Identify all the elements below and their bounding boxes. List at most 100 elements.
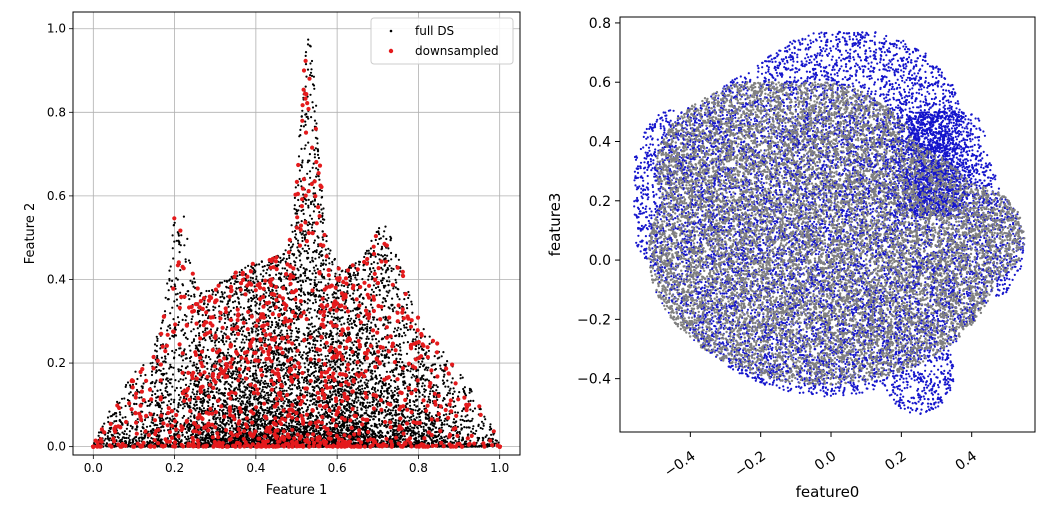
full-ds-point (428, 401, 432, 404)
full-ds-point (314, 394, 317, 397)
full-ds-point (439, 419, 443, 422)
full-ds-point (244, 279, 248, 282)
full-ds-point (361, 362, 364, 365)
full-ds-point (183, 395, 186, 398)
full-ds-point (310, 316, 313, 319)
full-ds-point (218, 408, 221, 411)
full-ds-point (312, 210, 315, 213)
full-ds-point (306, 354, 309, 357)
full-ds-point (208, 419, 211, 422)
full-ds-point (285, 366, 288, 369)
full-ds-point (255, 294, 258, 297)
full-ds-point (285, 397, 288, 401)
full-ds-point (389, 409, 392, 412)
full-ds-point (322, 238, 325, 241)
full-ds-point (266, 384, 269, 387)
full-ds-point (263, 411, 266, 414)
full-ds-point (369, 255, 372, 258)
full-ds-point (356, 289, 359, 292)
full-ds-point (120, 397, 124, 400)
full-ds-point (136, 418, 139, 421)
full-ds-point (285, 329, 289, 332)
full-ds-point (357, 381, 360, 384)
full-ds-point (396, 295, 399, 298)
full-ds-point (190, 420, 193, 423)
full-ds-point (470, 430, 473, 433)
full-ds-point (236, 370, 239, 373)
full-ds-point (311, 256, 314, 259)
full-ds-point (346, 321, 349, 324)
full-ds-point (130, 411, 133, 414)
full-ds-point (302, 411, 305, 414)
full-ds-point (217, 392, 220, 395)
full-ds-point (282, 253, 285, 256)
full-ds-point (106, 416, 110, 419)
full-ds-point (392, 330, 396, 333)
full-ds-point (361, 387, 364, 390)
full-ds-point (244, 389, 247, 392)
full-ds-point (345, 421, 348, 424)
full-ds-point (211, 293, 214, 296)
full-ds-point (311, 223, 314, 226)
full-ds-point (234, 398, 237, 401)
full-ds-point (218, 414, 221, 417)
full-ds-point (253, 398, 256, 401)
full-ds-point (340, 284, 343, 287)
full-ds-point (280, 426, 283, 430)
full-ds-point (169, 363, 172, 366)
full-ds-point (299, 180, 302, 183)
full-ds-point (135, 382, 138, 385)
full-ds-point (310, 217, 313, 220)
full-ds-point (238, 394, 241, 397)
full-ds-point (298, 353, 301, 356)
full-ds-point (225, 340, 228, 343)
full-ds-point (166, 282, 169, 285)
full-ds-point (428, 342, 431, 345)
full-ds-point (287, 386, 290, 389)
full-ds-point (255, 377, 258, 380)
full-ds-point (306, 256, 309, 259)
full-ds-point (140, 433, 143, 436)
full-ds-point (209, 358, 212, 361)
full-ds-point (145, 425, 149, 428)
full-ds-point (384, 271, 387, 274)
full-ds-point (367, 379, 370, 382)
full-ds-point (284, 341, 287, 344)
full-ds-point (318, 253, 321, 256)
full-ds-point (171, 373, 175, 376)
full-ds-point (291, 271, 294, 274)
full-ds-point (406, 432, 409, 435)
full-ds-point (368, 332, 371, 335)
full-ds-point (174, 334, 178, 337)
full-ds-point (355, 395, 358, 398)
full-ds-point (312, 241, 316, 244)
full-ds-point (264, 420, 267, 423)
full-ds-point (264, 282, 267, 285)
full-ds-point (327, 247, 330, 250)
full-ds-point (380, 385, 383, 388)
full-ds-point (187, 259, 191, 262)
full-ds-point (348, 377, 351, 380)
full-ds-point (399, 349, 402, 352)
full-ds-point (108, 439, 111, 442)
full-ds-point (350, 317, 353, 320)
full-ds-point (352, 343, 355, 347)
full-ds-point (254, 369, 257, 372)
full-ds-point (231, 404, 234, 407)
full-ds-point (142, 382, 145, 385)
full-ds-point (153, 382, 157, 385)
full-ds-point (156, 337, 159, 340)
full-ds-point (226, 412, 229, 415)
full-ds-point (406, 393, 409, 396)
full-ds-point (310, 226, 313, 229)
full-ds-point (458, 391, 461, 394)
full-ds-point (235, 337, 238, 340)
full-ds-point (233, 293, 236, 296)
full-ds-point (320, 281, 323, 284)
full-ds-point (150, 373, 154, 377)
full-ds-point (257, 366, 260, 369)
full-ds-point (299, 265, 302, 269)
full-ds-point (160, 382, 163, 385)
full-ds-point (301, 161, 304, 164)
full-ds-point (308, 269, 311, 273)
